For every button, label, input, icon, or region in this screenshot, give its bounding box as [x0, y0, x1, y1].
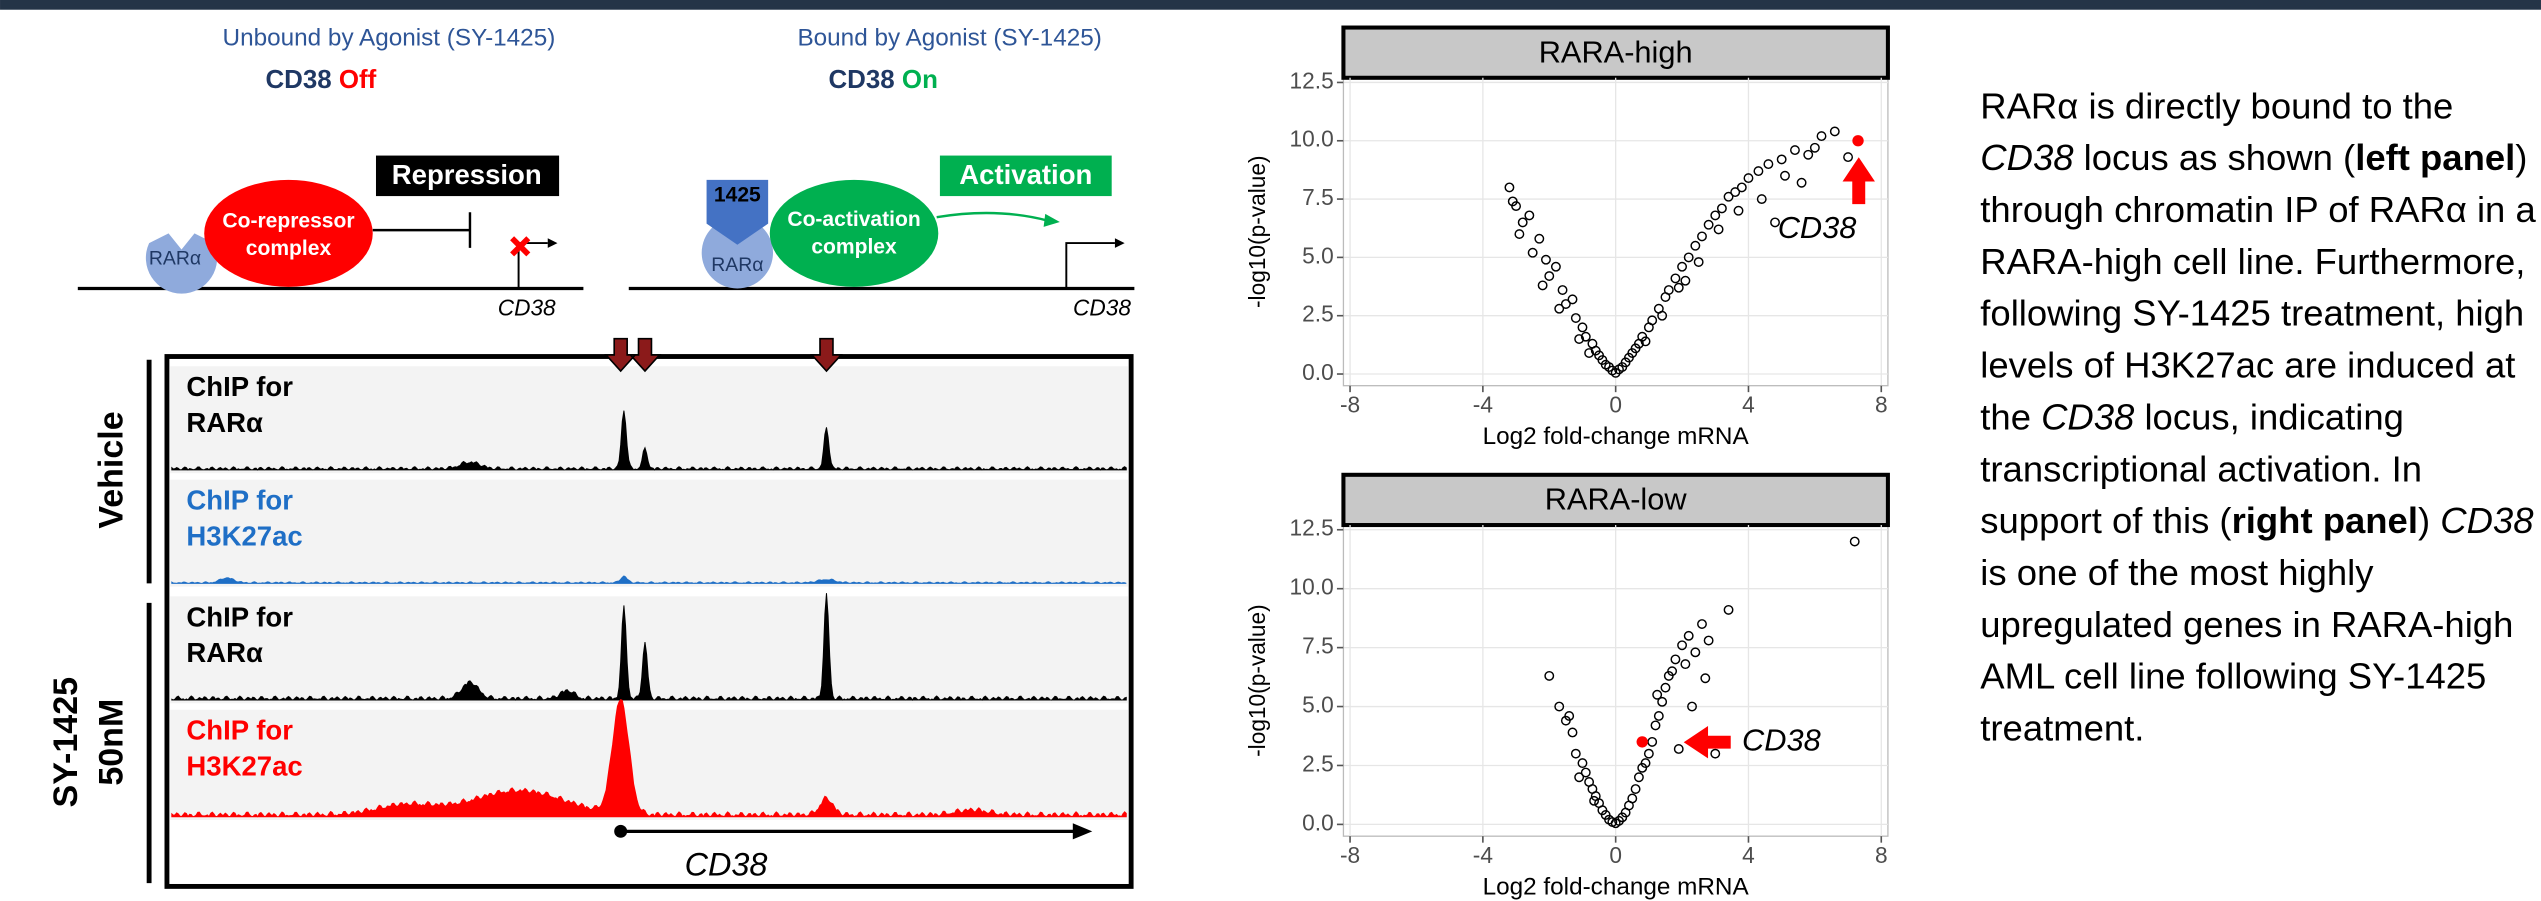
activation-arrow [937, 213, 1047, 220]
y-tick-label: 10.0 [1290, 126, 1334, 152]
page: Unbound by Agonist (SY-1425) CD38 Off Re… [0, 0, 2541, 901]
text-run: locus as shown ( [2074, 138, 2356, 179]
corepressor [204, 180, 373, 287]
promoter [1066, 243, 1115, 288]
complex-label: Co-activation [787, 208, 920, 231]
y-tick-label: 5.0 [1302, 692, 1334, 718]
slide: Unbound by Agonist (SY-1425) CD38 Off Re… [0, 0, 2541, 901]
x-tick-label: -4 [1473, 842, 1493, 868]
highlight-label: CD38 [1778, 210, 1857, 245]
locus-label: CD38 [498, 295, 556, 321]
facet-title: RARA-high [1539, 34, 1693, 69]
promoter-head [548, 238, 558, 248]
text-run: RARα is directly bound to the [1980, 86, 2453, 127]
volcano-plots: RARA-high -8 -4 0 4 8 0.0 2.5 5.0 7.5 10.0 12.5 Log2… [1244, 28, 1888, 901]
track-label: ChIP for [186, 601, 293, 632]
coactivator [770, 180, 939, 287]
group-label: SY-1425 [47, 677, 85, 808]
y-axis-label: -log10(p-value) [1244, 604, 1270, 756]
track-label: H3K27ac [186, 520, 302, 551]
description: RARα is directly bound to the CD38 locus… [1980, 81, 2541, 875]
repression-label: Repression [392, 159, 542, 190]
y-tick-label: 12.5 [1290, 67, 1334, 93]
text-run: CD38 [1980, 138, 2073, 179]
gene-state: CD38 On [828, 66, 937, 94]
complex-label: complex [811, 235, 897, 258]
description-text: RARα is directly bound to the CD38 locus… [1980, 81, 2541, 755]
x-axis-label: Log2 fold-change mRNA [1483, 423, 1750, 450]
highlight-point [1852, 135, 1863, 146]
x-tick-label: 0 [1609, 842, 1622, 868]
y-tick-label: 2.5 [1302, 301, 1334, 327]
drug-label: 1425 [714, 184, 761, 207]
y-tick-label: 12.5 [1290, 515, 1334, 541]
text-run: CD38 [2440, 501, 2533, 542]
x-tick-label: -8 [1340, 392, 1360, 418]
text-run: ) through chromatin IP of RARα in a RARA… [1980, 138, 2535, 438]
text-run: ) [2418, 501, 2440, 542]
gene-state: CD38 Off [265, 66, 376, 94]
gene-head [1073, 823, 1092, 839]
track-label: ChIP for [186, 715, 293, 746]
x-tick-label: 4 [1742, 842, 1755, 868]
y-tick-label: 7.5 [1302, 633, 1334, 659]
gene-label: CD38 [685, 847, 768, 883]
x-tick-label: 8 [1875, 392, 1888, 418]
y-tick-label: 10.0 [1290, 574, 1334, 600]
activation-label: Activation [959, 159, 1092, 190]
track-bg [170, 480, 1128, 587]
complex-label: complex [246, 237, 332, 260]
track-label: RARα [186, 637, 263, 668]
x-tick-label: 0 [1609, 392, 1622, 418]
group-label: Vehicle [92, 411, 130, 528]
text-run: right panel [2232, 501, 2418, 542]
y-tick-label: 2.5 [1302, 750, 1334, 776]
blocked [512, 238, 528, 254]
inhibition [373, 212, 470, 248]
highlight-label: CD38 [1742, 722, 1821, 757]
x-axis-label: Log2 fold-change mRNA [1483, 873, 1750, 900]
activation-head [1044, 214, 1060, 227]
diagram-title: Bound by Agonist (SY-1425) [797, 24, 1101, 51]
group-label: 50nM [92, 699, 130, 786]
locus-label: CD38 [1073, 295, 1131, 321]
y-tick-label: 5.0 [1302, 242, 1334, 268]
text-run: left panel [2355, 138, 2515, 179]
diagram-title: Unbound by Agonist (SY-1425) [223, 24, 556, 51]
text-run: CD38 [2041, 397, 2134, 438]
track-bg [170, 710, 1128, 820]
x-tick-label: 8 [1875, 842, 1888, 868]
track-label: H3K27ac [186, 750, 302, 781]
track-label: ChIP for [186, 371, 293, 402]
track-label: ChIP for [186, 485, 293, 516]
complex-label: Co-repressor [222, 210, 354, 233]
facet-title: RARA-low [1545, 482, 1688, 517]
y-axis-label: -log10(p-value) [1244, 155, 1270, 307]
x-tick-label: -8 [1340, 842, 1360, 868]
y-tick-label: 0.0 [1302, 359, 1334, 385]
track-label: RARα [186, 407, 263, 438]
x-tick-label: 4 [1742, 392, 1755, 418]
highlight-point [1637, 736, 1648, 747]
chip-panel: ChIP for RARα ChIP for H3K27ac ChIP for RARα C… [47, 366, 1128, 820]
y-tick-label: 0.0 [1302, 809, 1334, 835]
promoter-head [1115, 238, 1125, 248]
y-tick-label: 7.5 [1302, 184, 1334, 210]
track-bg [170, 366, 1128, 473]
receptor-label: RARα [149, 247, 201, 269]
text-run: is one of the most highly upregulated ge… [1980, 553, 2513, 749]
x-tick-label: -4 [1473, 392, 1493, 418]
top-bar [0, 0, 2541, 10]
receptor-label: RARα [711, 254, 763, 276]
